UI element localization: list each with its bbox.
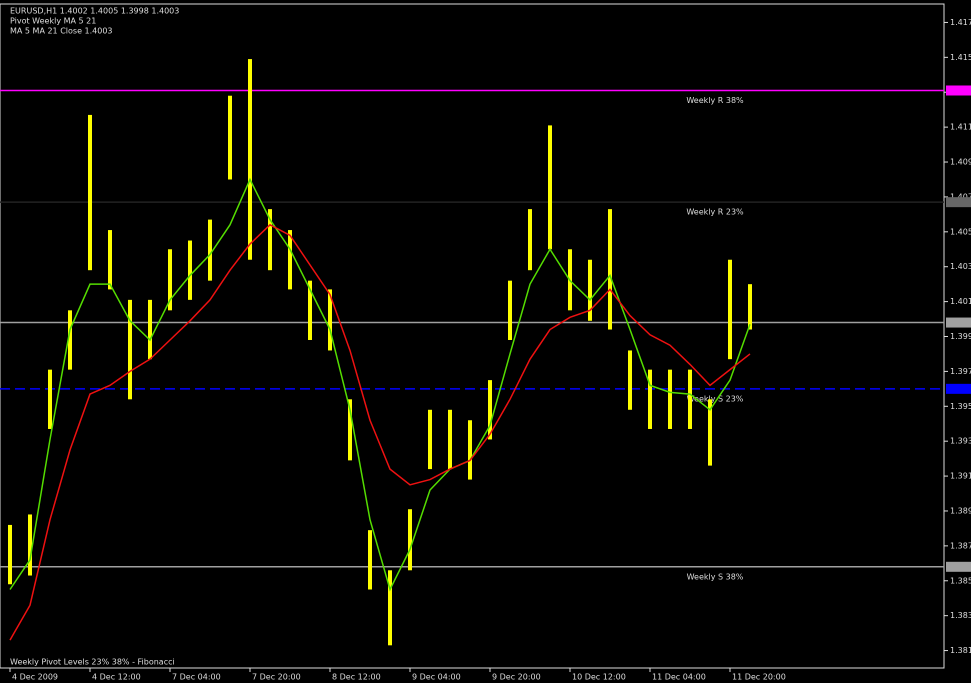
- price-bar: [588, 259, 592, 321]
- info-line: EURUSD,H1 1.4002 1.4005 1.3998 1.4003: [10, 7, 179, 16]
- price-bar: [388, 570, 392, 646]
- moving-average: [9, 177, 751, 592]
- price-bar: [648, 369, 652, 429]
- moving-average: [9, 223, 751, 641]
- x-tick-label: 4 Dec 2009: [12, 673, 58, 682]
- price-bar: [368, 530, 372, 590]
- price-bar: [88, 114, 92, 271]
- x-tick-label: 4 Dec 12:00: [92, 673, 141, 682]
- price-bar: [428, 409, 432, 470]
- price-bar: [168, 249, 172, 311]
- price-bar: [708, 399, 712, 466]
- x-tick-label: 9 Dec 04:00: [412, 673, 461, 682]
- x-tick-label: 11 Dec 04:00: [652, 673, 706, 682]
- y-tick-label: 1.3950: [950, 402, 971, 411]
- info-line: MA 5 MA 21 Close 1.4003: [10, 27, 113, 36]
- price-bar: [468, 420, 472, 480]
- price-bar: [728, 259, 732, 360]
- y-tick-label: 1.3850: [950, 576, 971, 585]
- price-bar: [268, 209, 272, 271]
- footnote: Weekly Pivot Levels 23% 38% - Fibonacci: [10, 658, 175, 667]
- level-marker: [946, 197, 971, 208]
- y-tick-label: 1.3910: [950, 472, 971, 481]
- price-bar: [288, 230, 292, 290]
- price-bar: [688, 369, 692, 429]
- level-marker: [946, 383, 971, 394]
- price-bar: [108, 230, 112, 290]
- level-marker: [946, 317, 971, 328]
- x-tick-label: 10 Dec 12:00: [572, 673, 626, 682]
- y-tick-label: 1.3970: [950, 367, 971, 376]
- price-bar: [8, 524, 12, 585]
- price-bar: [208, 219, 212, 281]
- y-tick-label: 1.3890: [950, 506, 971, 515]
- info-line: Pivot Weekly MA 5 21: [10, 17, 96, 26]
- y-tick-label: 1.4070: [950, 192, 971, 201]
- x-tick-label: 11 Dec 20:00: [732, 673, 786, 682]
- price-bar: [668, 369, 672, 429]
- y-tick-label: 1.3870: [950, 541, 971, 550]
- y-tick-label: 1.3830: [950, 611, 971, 620]
- price-bar: [68, 310, 72, 370]
- y-tick-label: 1.4110: [950, 123, 971, 132]
- price-bar: [148, 299, 152, 360]
- price-bar: [328, 289, 332, 351]
- price-bar: [348, 399, 352, 461]
- price-bar: [508, 280, 512, 340]
- y-tick-label: 1.4010: [950, 297, 971, 306]
- price-bar: [448, 409, 452, 470]
- level-marker: [946, 561, 971, 572]
- price-bar: [608, 209, 612, 330]
- price-bar: [528, 209, 532, 271]
- y-tick-label: 1.3990: [950, 332, 971, 341]
- price-bar: [408, 509, 412, 571]
- y-tick-label: 1.4050: [950, 227, 971, 236]
- x-tick-label: 7 Dec 20:00: [252, 673, 301, 682]
- y-tick-label: 1.4170: [950, 18, 971, 27]
- level-label: Weekly R 23%: [686, 208, 744, 217]
- y-tick-label: 1.3930: [950, 437, 971, 446]
- x-tick-label: 7 Dec 04:00: [172, 673, 221, 682]
- price-bar: [228, 95, 232, 180]
- level-label: Weekly S 23%: [687, 394, 744, 403]
- y-tick-label: 1.4090: [950, 158, 971, 167]
- x-tick-label: 8 Dec 12:00: [332, 673, 381, 682]
- price-bar: [488, 380, 492, 440]
- price-bar: [748, 284, 752, 330]
- y-tick-label: 1.4030: [950, 262, 971, 271]
- price-bar: [188, 240, 192, 300]
- price-bar: [308, 280, 312, 340]
- y-tick-label: 1.3810: [950, 646, 971, 655]
- price-bar: [48, 369, 52, 429]
- level-marker: [946, 85, 971, 96]
- price-bar: [628, 350, 632, 410]
- price-bar: [248, 59, 252, 260]
- level-label: Weekly R 38%: [686, 96, 744, 105]
- price-bar: [28, 514, 32, 576]
- x-tick-label: 9 Dec 20:00: [492, 673, 541, 682]
- level-label: Weekly S 38%: [687, 572, 744, 581]
- price-bar: [128, 299, 132, 400]
- y-tick-label: 1.4150: [950, 53, 971, 62]
- price-bar: [548, 125, 552, 250]
